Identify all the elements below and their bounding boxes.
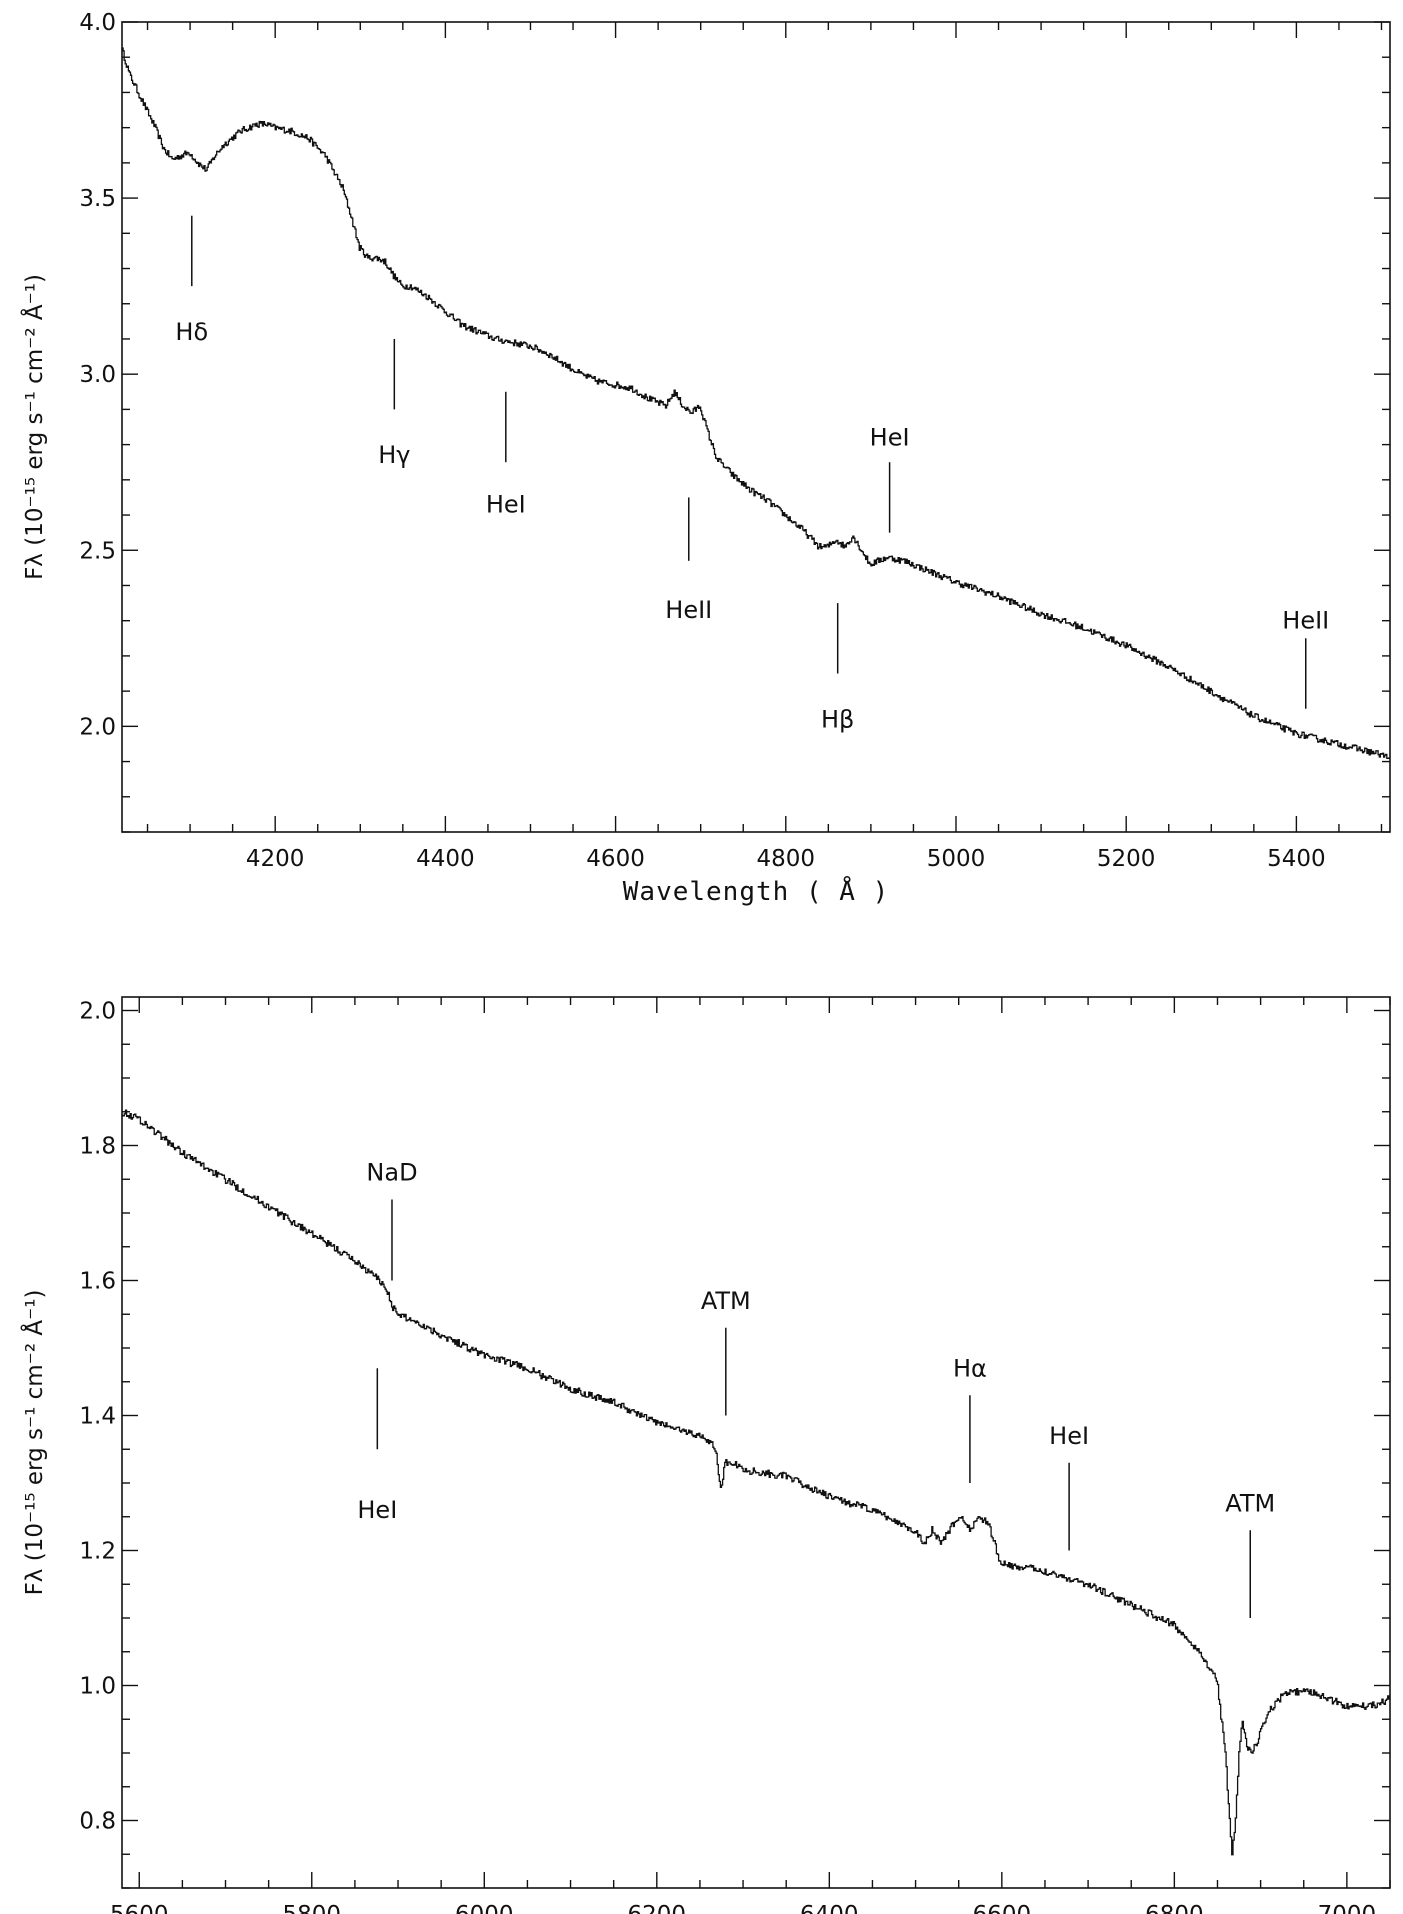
line-id-label: Hδ [175,318,208,346]
line-id-label: Hβ [821,705,854,733]
x-tick-label: 6600 [973,1902,1032,1914]
x-tick-label: 4600 [586,846,645,872]
plot-frame [121,21,1391,833]
y-tick-label: 3.0 [79,362,116,388]
panel-1: 4200 4400 4600 4800 5000 5200 5400 2.0 2.5 3.0 3.5… [20,10,1391,907]
y-tick-label: 2.5 [79,538,116,564]
x-tick-label: 5400 [1267,846,1326,872]
y-tick-label: 3.5 [79,186,116,212]
plot-frame [121,996,1391,1889]
x-tick-label: 5600 [110,1902,169,1914]
line-id-label: ATM [701,1287,751,1315]
y-tick-label: 0.8 [79,1809,116,1835]
spectrum-line [121,1109,1390,1856]
y-tick-label: 4.0 [79,10,116,36]
line-id-label: ATM [1225,1489,1275,1517]
line-id-label: Hα [953,1354,987,1382]
y-tick-label: 1.6 [79,1269,116,1295]
x-tick-label: 5800 [282,1902,341,1914]
x-tick-label: 4400 [416,846,475,872]
x-tick-label: 4200 [246,846,305,872]
line-id-label: HeII [1282,607,1329,635]
x-tick-label: 5000 [927,846,986,872]
x-tick-label: 6400 [800,1902,859,1914]
line-id-label: Hγ [378,441,410,469]
line-id-label: HeI [357,1496,397,1524]
line-id-label: HeI [1049,1422,1089,1450]
line-id-label: NaD [366,1159,417,1187]
y-tick-label: 1.0 [79,1674,116,1700]
line-id-label: HeII [665,596,712,624]
x-tick-label: 6200 [628,1902,687,1914]
y-tick-label: 2.0 [79,999,116,1025]
panel-2: 5600 5800 6000 6200 6400 6600 6800 7000 0.8 1.0 1.… [20,996,1391,1914]
x-tick-label: 6000 [455,1902,514,1914]
spectrum-line [121,47,1390,759]
y-tick-label: 2.0 [79,714,116,740]
line-id-label: HeI [870,424,910,452]
x-tick-label: 6800 [1145,1902,1204,1914]
y-axis-label: Fλ (10⁻¹⁵ erg s⁻¹ cm⁻² Å⁻¹) [20,274,48,580]
x-tick-label: 5200 [1097,846,1156,872]
y-tick-label: 1.4 [79,1404,116,1430]
x-tick-label: 7000 [1318,1902,1377,1914]
x-tick-label: 4800 [757,846,816,872]
line-id-label: HeI [486,490,526,518]
y-tick-label: 1.8 [79,1134,116,1160]
y-axis-label: Fλ (10⁻¹⁵ erg s⁻¹ cm⁻² Å⁻¹) [20,1290,48,1596]
x-axis-label: Wavelength ( Å ) [623,875,889,907]
y-tick-label: 1.2 [79,1539,116,1565]
